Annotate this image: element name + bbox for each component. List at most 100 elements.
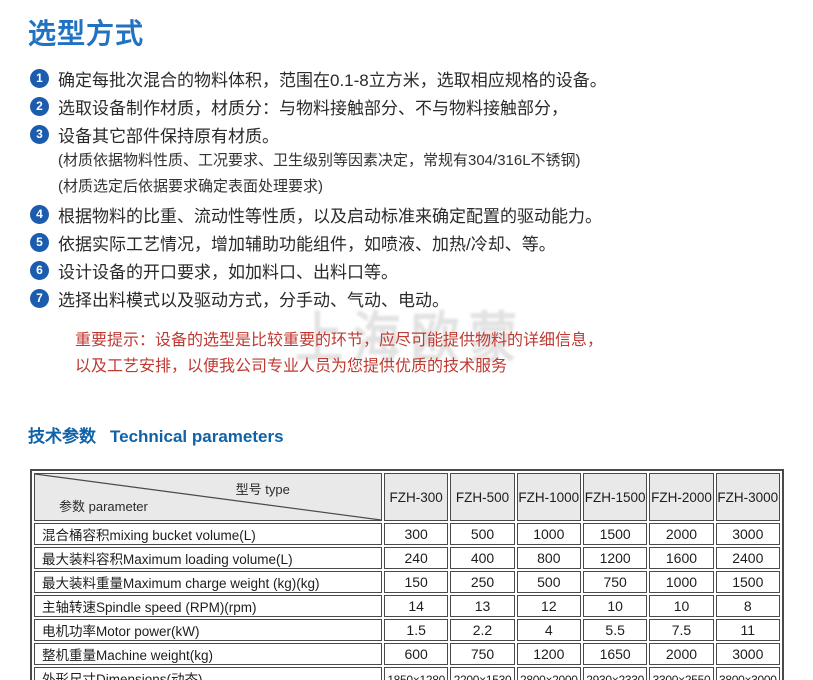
table-row: 主轴转速Spindle speed (RPM)(rpm) 14 13 12 10… (34, 595, 780, 617)
dims-lwh: 3300×2550 (652, 673, 711, 680)
column-header-model: FZH-3000 (715, 473, 780, 521)
list-item: 3 设备其它部件保持原有材质。 (30, 120, 813, 148)
cell-value: 400 (450, 547, 515, 569)
page-title: 选型方式 (28, 18, 145, 49)
cell-value: 1650 (582, 643, 648, 665)
cell-value: 750 (582, 571, 648, 593)
cell-value: 13 (450, 595, 515, 617)
selection-steps-list: 1 确定每批次混合的物料体积，范围在0.1-8立方米，选取相应规格的设备。 2 … (30, 64, 813, 312)
column-header-model: FZH-1500 (582, 473, 648, 521)
table-row: 最大装料重量Maximum charge weight (kg)(kg) 150… (34, 571, 780, 593)
step-text: 根据物料的比重、流动性等性质，以及启动标准来确定配置的驱动能力。 (58, 206, 602, 226)
step-number-badge: 5 (30, 232, 49, 252)
section-heading: 技术参数 Technical parameters (28, 422, 813, 447)
cell-value: 150 (384, 571, 449, 593)
step-text: 设计设备的开口要求，如加料口、出料口等。 (58, 262, 398, 282)
cell-value: 1000 (649, 571, 714, 593)
list-item: 2 选取设备制作材质，材质分：与物料接触部分、不与物料接触部分， (30, 92, 813, 120)
row-label: 最大装料容积Maximum loading volume(L) (34, 547, 382, 569)
cell-value: 600 (384, 643, 449, 665)
cell-value: 11 (715, 619, 780, 641)
cell-value: 3000 (715, 523, 780, 545)
notice-line: 以及工艺安排，以便我公司专业人员为您提供优质的技术服务 (75, 358, 508, 375)
column-header-model: FZH-1000 (516, 473, 581, 521)
list-item: 4 根据物料的比重、流动性等性质，以及启动标准来确定配置的驱动能力。 (30, 200, 813, 228)
cell-value-dimensions: 2930×2330 ×3355 (582, 667, 648, 680)
row-label-dimensions: 外形尺寸Dimensions(动态) 长×宽×高LxWxH(mm) (34, 667, 382, 680)
step-number-badge: 2 (30, 96, 49, 116)
cell-value: 8 (715, 595, 780, 617)
row-label: 电机功率Motor power(kW) (34, 619, 382, 641)
cell-value: 10 (582, 595, 648, 617)
cell-value: 800 (516, 547, 581, 569)
cell-value: 500 (450, 523, 515, 545)
table-row: 混合桶容积mixing bucket volume(L) 300 500 100… (34, 523, 780, 545)
notice-line: 重要提示：设备的选型是比较重要的环节，应尽可能提供物料的详细信息， (75, 332, 604, 349)
section-heading-en: Technical parameters (110, 427, 284, 446)
cell-value-dimensions: 2800×2000 ×2820 (516, 667, 581, 680)
column-header-model: FZH-2000 (649, 473, 714, 521)
cell-value: 12 (516, 595, 581, 617)
cell-value: 14 (384, 595, 449, 617)
step-number-badge: 3 (30, 124, 49, 144)
diagonal-divider-line (35, 474, 381, 520)
row-label: 最大装料重量Maximum charge weight (kg)(kg) (34, 571, 382, 593)
column-header-model: FZH-500 (450, 473, 515, 521)
cell-value: 3000 (715, 643, 780, 665)
important-notice: 重要提示：设备的选型是比较重要的环节，应尽可能提供物料的详细信息， 以及工艺安排… (75, 328, 813, 380)
cell-value: 1500 (715, 571, 780, 593)
cell-value: 1200 (582, 547, 648, 569)
step-text: 选择出料模式以及驱动方式，分手动、气动、电动。 (58, 290, 449, 310)
technical-parameters-table: 型号 type 参数 parameter FZH-300 FZH-500 FZH… (30, 469, 784, 680)
cell-value: 4 (516, 619, 581, 641)
row-label: 整机重量Machine weight(kg) (34, 643, 382, 665)
cell-value: 10 (649, 595, 714, 617)
dims-lwh: 2930×2330 (586, 673, 644, 680)
step-text: 设备其它部件保持原有材质。 (58, 126, 279, 146)
cell-value: 1.5 (384, 619, 449, 641)
cell-value: 5.5 (582, 619, 648, 641)
cell-value: 1200 (516, 643, 581, 665)
step-number-badge: 4 (30, 204, 49, 224)
dims-lwh: 2200×1530 (453, 673, 512, 680)
material-note: (材质依据物料性质、工况要求、卫生级别等因素决定，常规有304/316L不锈钢) (58, 152, 581, 169)
list-item: 7 选择出料模式以及驱动方式，分手动、气动、电动。 (30, 284, 813, 312)
cell-value: 750 (450, 643, 515, 665)
step-text: 确定每批次混合的物料体积，范围在0.1-8立方米，选取相应规格的设备。 (58, 70, 607, 90)
cell-value-dimensions: 3800×3000 ×3800 (715, 667, 780, 680)
cell-value-dimensions: 2200×1530 ×2220 (450, 667, 515, 680)
column-header-model: FZH-300 (384, 473, 449, 521)
step-number-badge: 7 (30, 288, 49, 308)
cell-value: 500 (516, 571, 581, 593)
step-number-badge: 6 (30, 260, 49, 280)
dims-lwh: 1850×1280 (387, 673, 446, 680)
material-note: (材质选定后依据要求确定表面处理要求) (58, 178, 323, 195)
row-label: 混合桶容积mixing bucket volume(L) (34, 523, 382, 545)
cell-value-dimensions: 1850×1280 ×1980 (384, 667, 449, 680)
watermark-text: 上海欧蒙 (295, 308, 528, 370)
step-text: 选取设备制作材质，材质分：与物料接触部分、不与物料接触部分， (58, 98, 568, 118)
cell-value: 2400 (715, 547, 780, 569)
table-row: 最大装料容积Maximum loading volume(L) 240 400 … (34, 547, 780, 569)
cell-value: 2.2 (450, 619, 515, 641)
dimensions-label-line1: 外形尺寸Dimensions(动态) (42, 672, 203, 680)
cell-value: 240 (384, 547, 449, 569)
dims-lwh: 3800×3000 (718, 673, 777, 680)
table-row: 电机功率Motor power(kW) 1.5 2.2 4 5.5 7.5 11 (34, 619, 780, 641)
cell-value: 1000 (516, 523, 581, 545)
step-number-badge: 1 (30, 68, 49, 88)
dims-lwh: 2800×2000 (519, 673, 578, 680)
list-item: 5 依据实际工艺情况，增加辅助功能组件，如喷液、加热/冷却、等。 (30, 228, 813, 256)
step-text: 依据实际工艺情况，增加辅助功能组件，如喷液、加热/冷却、等。 (58, 234, 556, 254)
corner-label-type: 型号 type (235, 482, 290, 497)
table-corner-cell: 型号 type 参数 parameter (34, 473, 382, 521)
list-item: 1 确定每批次混合的物料体积，范围在0.1-8立方米，选取相应规格的设备。 (30, 64, 813, 92)
row-label: 主轴转速Spindle speed (RPM)(rpm) (34, 595, 382, 617)
cell-value: 1600 (649, 547, 714, 569)
table-header-row: 型号 type 参数 parameter FZH-300 FZH-500 FZH… (34, 473, 780, 521)
cell-value: 300 (384, 523, 449, 545)
cell-value: 2000 (649, 643, 714, 665)
cell-value: 250 (450, 571, 515, 593)
cell-value-dimensions: 3300×2550 ×3280 (649, 667, 714, 680)
